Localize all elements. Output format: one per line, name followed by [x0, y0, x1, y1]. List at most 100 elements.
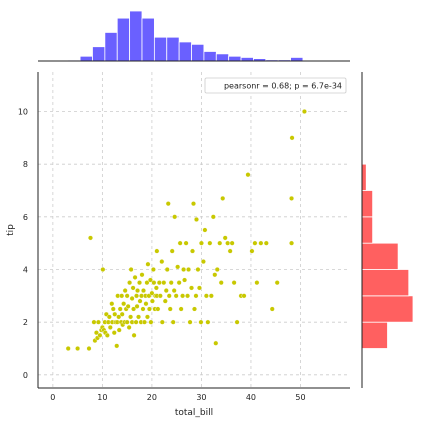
histogram-bar [191, 43, 205, 62]
histogram-bar [203, 51, 217, 62]
data-point [128, 314, 134, 320]
data-point [100, 267, 106, 273]
histogram-bar [141, 17, 155, 62]
data-point [149, 298, 155, 304]
data-point [214, 267, 220, 273]
data-point [114, 343, 120, 349]
data-point [205, 319, 211, 325]
data-point [269, 306, 275, 312]
data-point [145, 261, 151, 267]
data-point [245, 172, 251, 178]
data-point [217, 240, 223, 246]
data-point [161, 280, 167, 286]
scatter-points [65, 108, 307, 352]
histogram-bar [361, 163, 367, 191]
data-point [159, 259, 165, 265]
data-point [107, 324, 113, 330]
data-point [150, 267, 156, 273]
data-point [109, 301, 115, 307]
x-tick-label: 10 [97, 393, 107, 402]
data-point [231, 280, 237, 286]
histogram-bar [361, 295, 414, 323]
data-point [252, 240, 258, 246]
data-point [187, 319, 193, 325]
data-point [75, 346, 81, 352]
data-point [135, 288, 141, 294]
data-point [183, 240, 189, 246]
x-tick-labels: 0 10 20 30 40 50 [50, 393, 305, 402]
legend-frame [204, 77, 347, 94]
data-point [186, 267, 192, 273]
data-point [116, 314, 122, 320]
data-point [95, 319, 101, 325]
grid-lines [38, 72, 350, 388]
x-tick-label: 20 [147, 393, 157, 402]
data-point [156, 280, 162, 286]
data-point [222, 235, 228, 241]
data-point [185, 293, 191, 299]
data-point [167, 306, 173, 312]
y-tick-label: 10 [18, 108, 28, 117]
data-point [134, 303, 140, 309]
data-point [301, 108, 307, 114]
data-point [127, 280, 133, 286]
data-point [191, 201, 197, 207]
data-point [128, 267, 134, 273]
data-point [220, 195, 226, 201]
data-point [191, 306, 197, 312]
data-point [274, 280, 280, 286]
data-point [254, 280, 260, 286]
data-point [163, 288, 169, 294]
data-point [181, 267, 187, 273]
data-point [165, 201, 171, 207]
data-point [171, 288, 177, 294]
scatter-axes: 0 10 20 30 40 50 0 2 4 6 8 10 [18, 72, 350, 402]
histogram-bar [92, 46, 106, 62]
data-point [97, 332, 103, 338]
data-point [131, 306, 137, 312]
data-point [168, 280, 174, 286]
data-point [141, 319, 147, 325]
x-axis-label: total_bill [175, 408, 213, 418]
data-point [289, 135, 295, 141]
data-point [111, 330, 117, 336]
histogram-bar [166, 36, 180, 62]
data-point [133, 319, 139, 325]
data-point [104, 332, 110, 338]
y-tick-label: 0 [23, 371, 28, 380]
data-point [218, 280, 224, 286]
data-point [65, 346, 71, 352]
data-point [225, 240, 231, 246]
data-point [129, 295, 135, 301]
histogram-bar [290, 57, 304, 62]
data-point [126, 324, 132, 330]
data-point [139, 272, 145, 278]
data-point [151, 280, 157, 286]
pearson-annotation: pearsonr = 0.68; p = 6.7e-34 [224, 82, 342, 91]
data-point [289, 195, 295, 201]
data-point [263, 240, 269, 246]
data-point [86, 346, 92, 352]
histogram-bar [361, 242, 399, 270]
data-point [147, 277, 153, 283]
data-point [121, 301, 127, 307]
data-point [229, 240, 235, 246]
data-point [132, 274, 138, 280]
data-point [213, 340, 219, 346]
data-point [173, 293, 179, 299]
data-point [112, 311, 118, 317]
histogram-bar [361, 216, 374, 244]
data-point [124, 293, 130, 299]
histogram-bar [361, 269, 410, 297]
data-point [122, 288, 128, 294]
histogram-bar [79, 55, 93, 62]
data-point [198, 240, 204, 246]
data-point [203, 293, 209, 299]
data-point [196, 285, 202, 291]
data-point [144, 314, 150, 320]
data-point [117, 306, 123, 312]
data-point [177, 240, 183, 246]
data-point [200, 259, 206, 265]
data-point [131, 332, 137, 338]
data-point [116, 327, 122, 333]
